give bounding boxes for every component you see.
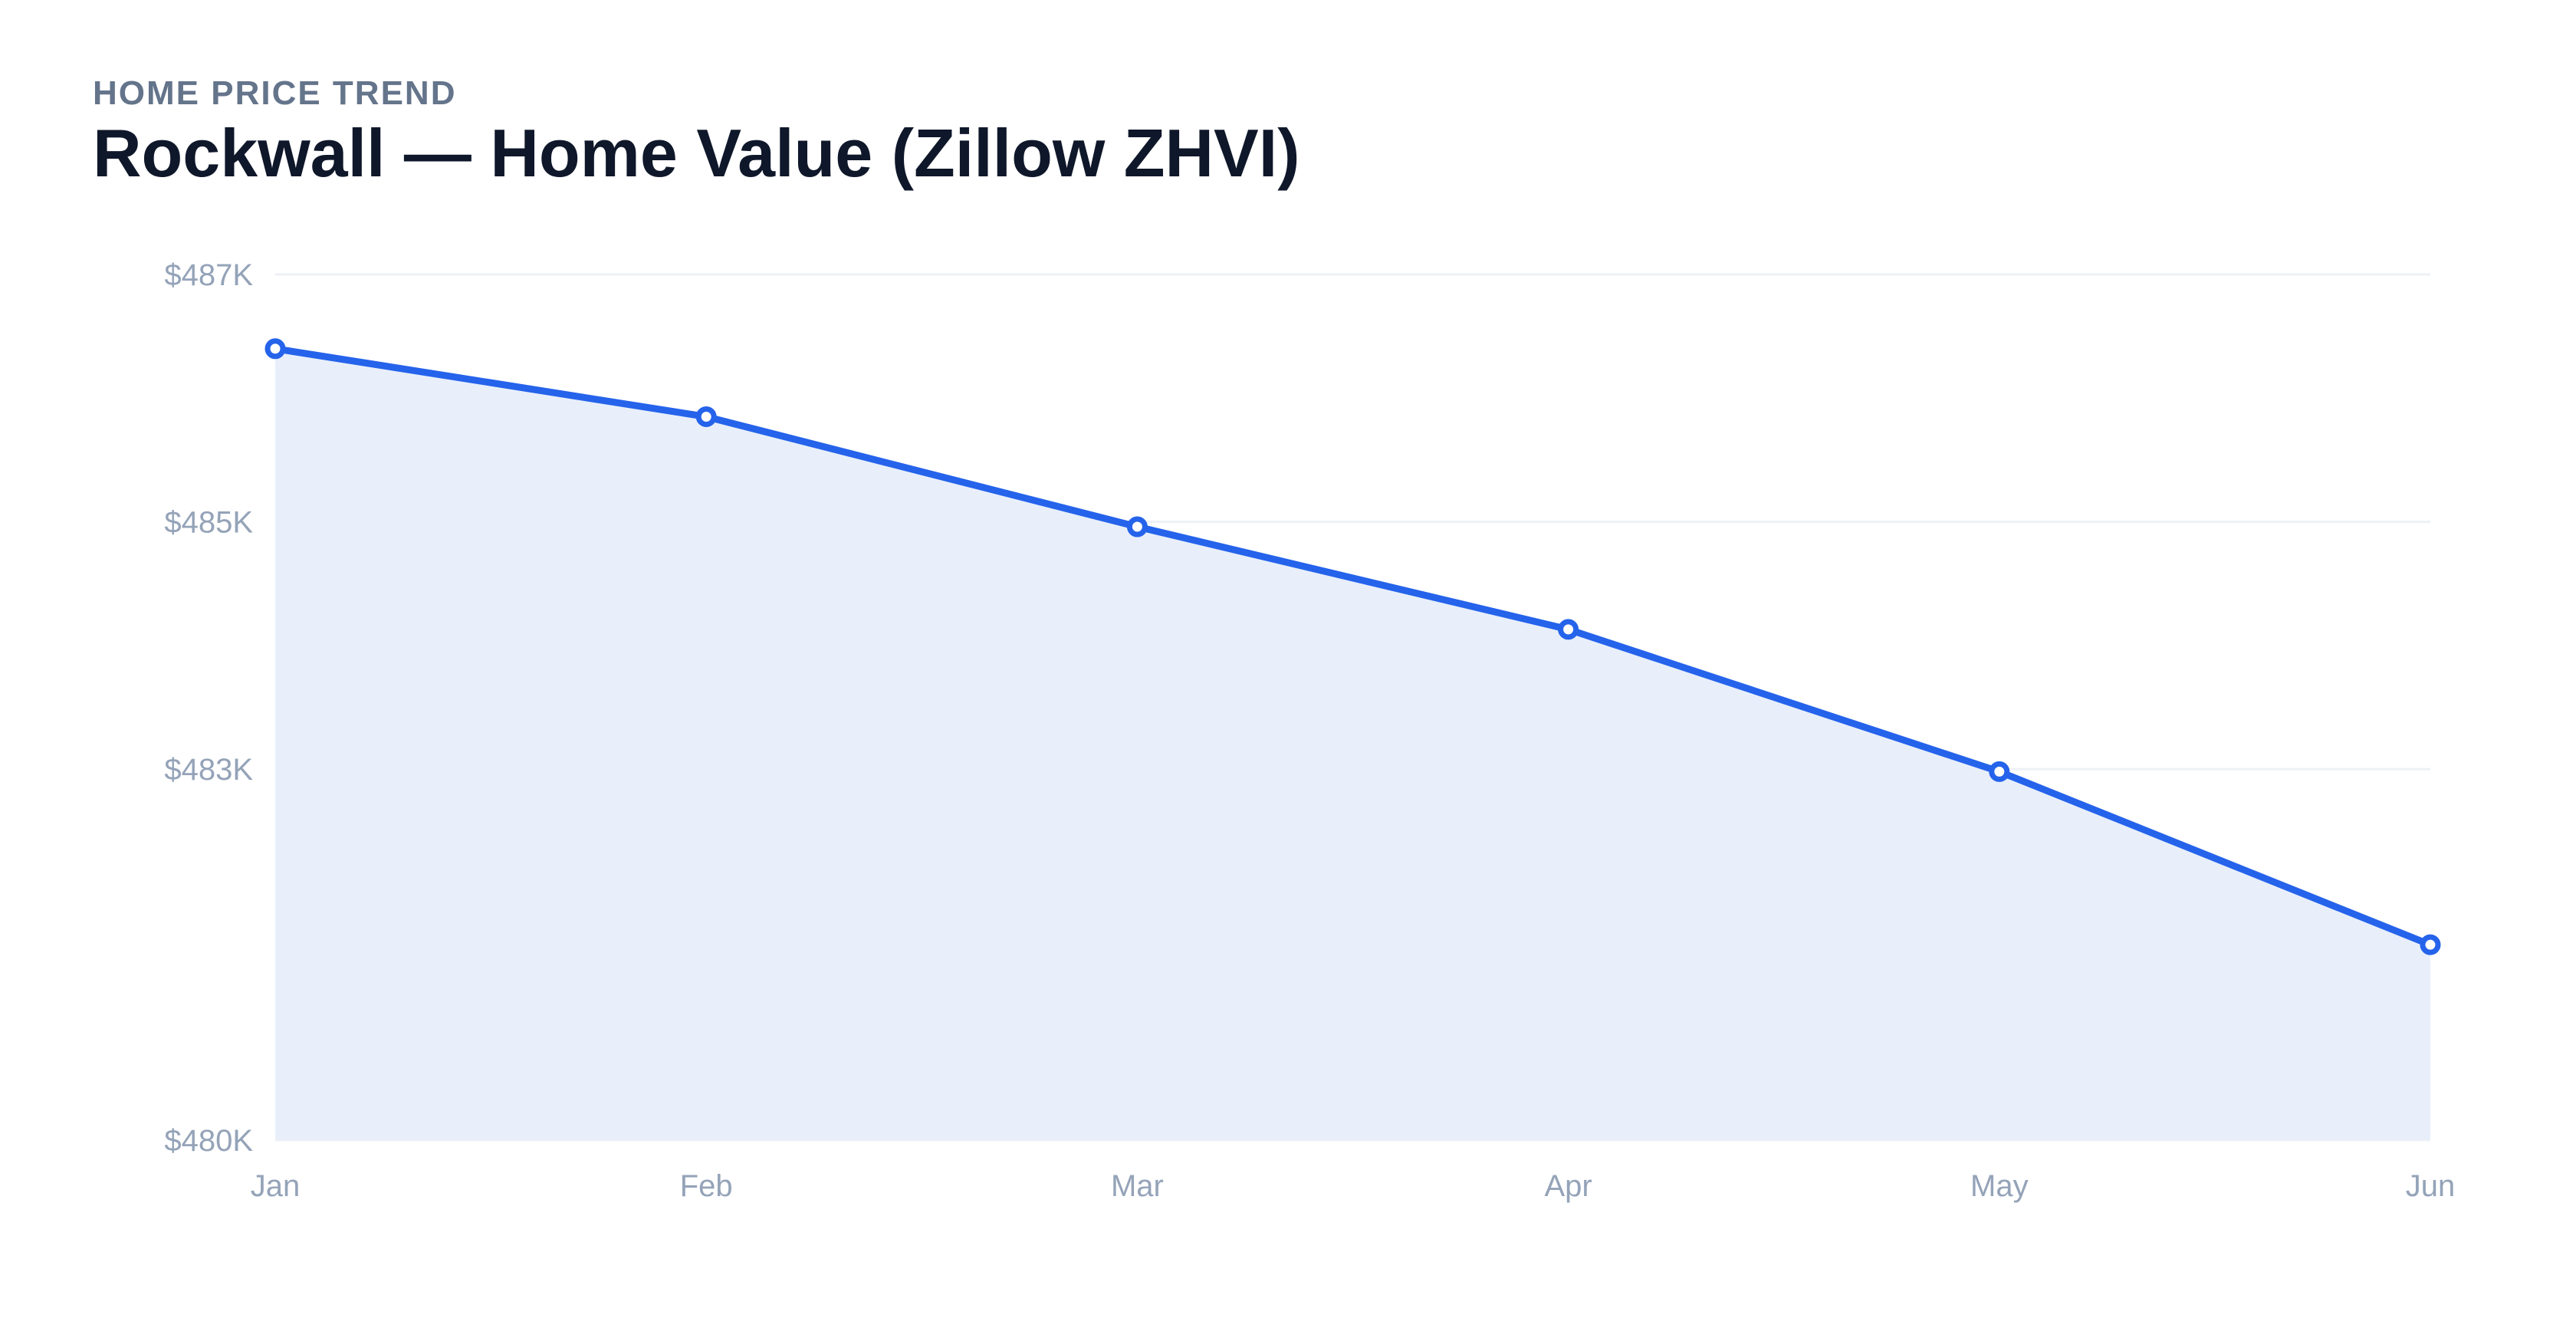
x-tick-label: Jan [251,1169,301,1203]
x-tick-label: May [1970,1169,2029,1203]
y-tick-label: $483K [164,753,253,787]
y-tick-label: $480K [164,1124,253,1158]
chart-kicker: HOME PRICE TREND [93,74,457,112]
data-point [1989,761,2010,782]
x-tick-label: Feb [680,1169,733,1203]
x-tick-label: Apr [1544,1169,1592,1203]
area-fill [275,348,2430,1140]
data-point [1558,619,1579,640]
x-tick-label: Jun [2406,1169,2456,1203]
data-point [695,406,717,427]
data-point [2420,934,2441,955]
y-tick-label: $485K [164,506,253,540]
x-axis: Jan Feb Mar Apr May Jun [251,1169,2456,1203]
y-axis: $480K $483K $485K $487K [164,258,253,1158]
y-tick-label: $487K [164,258,253,292]
data-point [264,338,286,360]
data-points [264,338,2441,955]
data-point [1126,516,1148,537]
series-line [271,345,2434,948]
chart-title: Rockwall — Home Value (Zillow ZHVI) [93,115,1300,191]
x-tick-label: Mar [1111,1169,1164,1203]
